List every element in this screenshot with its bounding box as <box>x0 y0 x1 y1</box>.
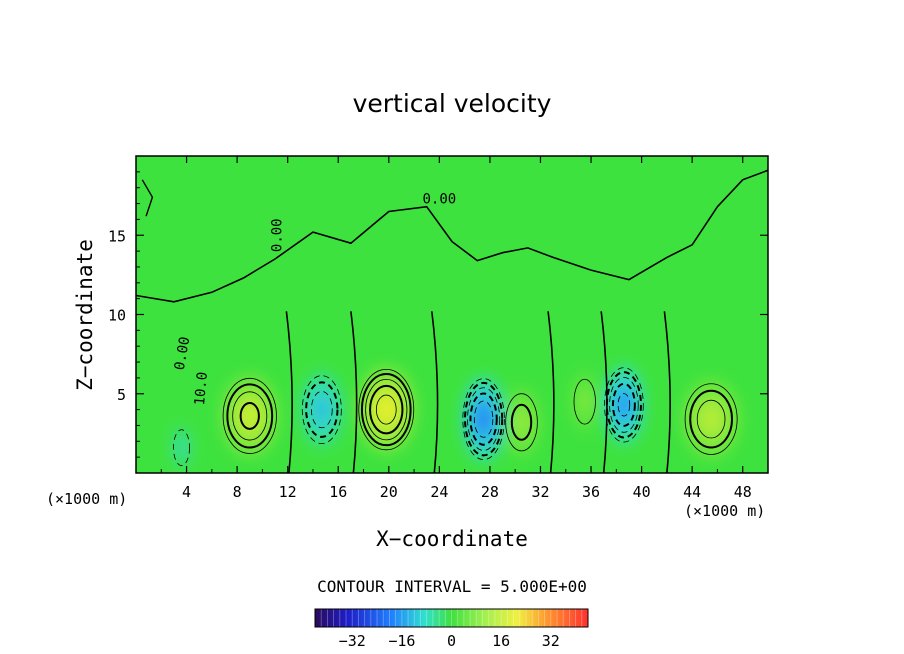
y-tick-label: 5 <box>117 386 126 404</box>
y-tick-label: 15 <box>108 227 126 245</box>
colorbar-frame <box>314 608 589 628</box>
colorbar: −32 −16 0 16 32 <box>314 608 589 650</box>
colorbar-tick-label: −32 <box>339 632 366 650</box>
contour-1-2 <box>365 378 408 441</box>
colorbar-gradient <box>315 609 588 627</box>
contour-1-0 <box>358 368 415 451</box>
x-tick-label: 32 <box>531 483 549 501</box>
zero-contour-upper <box>136 169 768 303</box>
x-tick-label: 24 <box>430 483 448 501</box>
contour-5-2 <box>310 391 333 429</box>
cell-fill-1-3 <box>377 396 396 423</box>
x-unit-label-left: (×1000 m) <box>46 490 127 508</box>
colorbar-segments <box>320 609 583 627</box>
y-axis-ticks: 5 10 15 <box>108 171 768 458</box>
contour-4-1 <box>689 389 733 449</box>
cell-fill-2-3 <box>515 411 528 433</box>
contour-6-1 <box>464 381 504 457</box>
contour-7-1 <box>605 371 642 439</box>
colorbar-tick-label: 32 <box>542 632 560 650</box>
zero-contour-separator-1 <box>350 311 358 473</box>
zero-contour-corner <box>141 179 154 217</box>
cell-fill-7-3 <box>617 392 631 417</box>
contour-5-1 <box>305 381 339 438</box>
contour-7-0 <box>604 367 644 443</box>
colorbar-tick-label: 0 <box>447 632 456 650</box>
contour-6-4 <box>473 400 494 438</box>
contour-label: 0.00 <box>269 218 285 252</box>
contour-label: 0.00 <box>423 192 457 208</box>
contour-label: 10.0 <box>192 371 211 406</box>
contour-1-3 <box>369 384 404 435</box>
x-tick-label: 40 <box>633 483 651 501</box>
contour-1-1 <box>360 373 412 447</box>
contour-interval-label: CONTOUR INTERVAL = 5.000E+00 <box>317 577 587 596</box>
colorbar-tick-label: −16 <box>388 632 415 650</box>
cell-fill-4-3 <box>702 406 721 432</box>
cell-fill-5-3 <box>315 397 329 422</box>
contour-4-0 <box>684 383 738 455</box>
cell-fill-6-3 <box>476 406 491 433</box>
zero-contour-separator-3 <box>547 311 555 473</box>
contour-6-3 <box>469 392 498 446</box>
x-tick-label: 44 <box>683 483 701 501</box>
cell-fill-3-3 <box>580 392 590 411</box>
chart-title: vertical velocity <box>353 89 552 118</box>
contour-7-3 <box>611 382 636 427</box>
contour-8-0 <box>173 429 190 466</box>
contour-2-0 <box>505 393 538 452</box>
contour-0-1 <box>226 383 274 449</box>
contour-4-2 <box>696 399 726 439</box>
cell-fill-8-3 <box>178 440 185 456</box>
x-tick-label: 20 <box>380 483 398 501</box>
zero-contour-separator-2 <box>431 311 439 473</box>
contour-6-0 <box>462 378 505 461</box>
x-tick-label: 36 <box>582 483 600 501</box>
x-tick-label: 48 <box>734 483 752 501</box>
contour-1-4 <box>375 394 397 425</box>
contour-7-2 <box>609 376 639 433</box>
contour-lines <box>136 169 768 473</box>
x-tick-label: 12 <box>279 483 297 501</box>
x-unit-label-right: (×1000 m) <box>684 502 765 520</box>
colorbar-tick-label: 16 <box>492 632 510 650</box>
contour-label: 0.00 <box>172 335 194 371</box>
contour-0-2 <box>232 391 268 441</box>
y-axis-label: Z−coordinate <box>73 239 97 391</box>
contour-0-0 <box>222 377 277 454</box>
contour-6-2 <box>467 387 501 451</box>
x-tick-label: 28 <box>481 483 499 501</box>
contour-0-3 <box>239 402 260 430</box>
contour-3-0 <box>573 378 596 425</box>
zero-contour-separator-0 <box>285 311 293 473</box>
x-tick-label: 4 <box>182 483 191 501</box>
x-axis-ticks: 4 8 12 16 20 24 28 32 36 40 44 48 <box>160 156 752 501</box>
x-tick-label: 8 <box>233 483 242 501</box>
y-tick-label: 10 <box>108 307 126 325</box>
zero-contour-separator-4 <box>600 311 608 473</box>
contour-5-0 <box>301 375 342 445</box>
zero-contour-separator-5 <box>663 311 671 473</box>
contour-2-1 <box>510 403 533 441</box>
x-tick-label: 16 <box>329 483 347 501</box>
cell-fill-0-3 <box>240 403 259 429</box>
velocity-field <box>136 156 768 473</box>
contour-7-4 <box>617 393 631 417</box>
x-axis-label: X−coordinate <box>376 527 528 551</box>
colorbar-ticks: −32 −16 0 16 32 <box>339 632 560 650</box>
